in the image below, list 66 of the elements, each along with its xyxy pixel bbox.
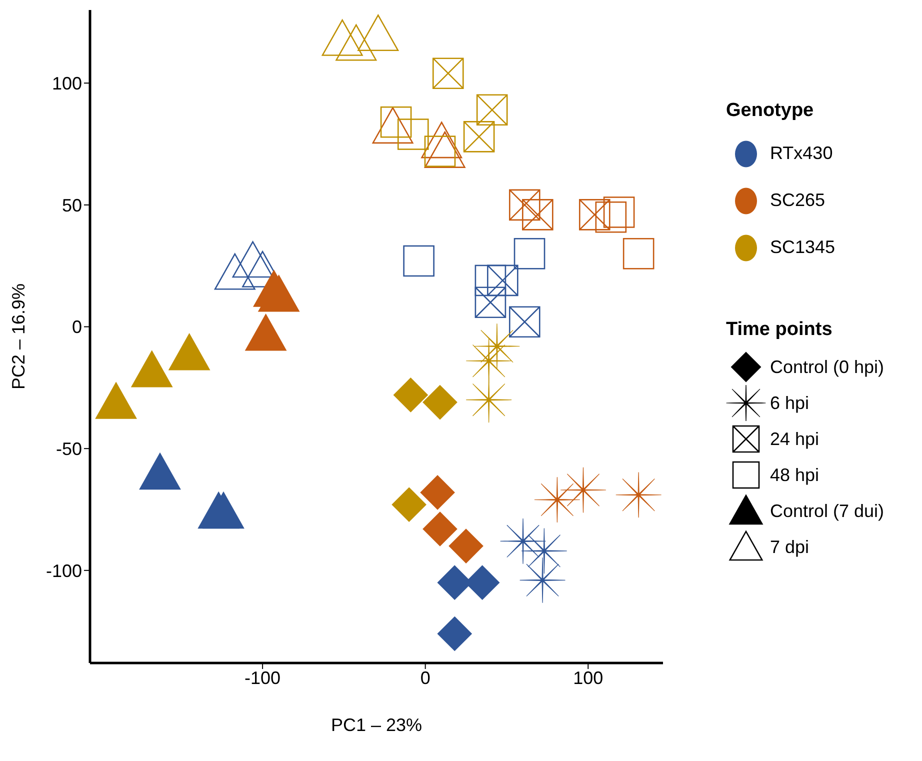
point <box>140 453 180 490</box>
point <box>258 275 300 312</box>
point <box>358 14 399 52</box>
point <box>520 557 566 603</box>
x-tick-label: 0 <box>420 668 430 688</box>
text: Time points <box>726 319 832 340</box>
y-tick-label: 100 <box>52 73 82 94</box>
point <box>432 58 464 89</box>
point <box>232 241 274 278</box>
point <box>245 314 286 351</box>
point <box>322 19 363 56</box>
y-tick-label: -100 <box>46 560 82 581</box>
point <box>372 107 414 144</box>
point <box>616 472 662 518</box>
point <box>403 245 434 277</box>
point <box>466 377 512 423</box>
point <box>578 199 610 230</box>
point <box>474 264 506 296</box>
point <box>595 201 627 233</box>
point <box>131 350 172 388</box>
point <box>424 131 466 168</box>
point <box>522 199 554 230</box>
text: SC265 <box>770 190 826 211</box>
point <box>508 189 540 221</box>
y-axis-title: PC2 – 16.9% <box>8 283 28 390</box>
text: 6 hpi <box>770 392 810 414</box>
point <box>521 528 567 574</box>
point <box>397 118 429 150</box>
x-tick-label: -100 <box>244 668 281 688</box>
point <box>463 121 495 152</box>
point <box>96 382 137 419</box>
point <box>476 94 508 126</box>
text: Genotype <box>726 100 814 121</box>
point <box>437 616 472 651</box>
text: 48 hpi <box>770 464 820 486</box>
point <box>603 196 635 228</box>
point <box>508 306 540 338</box>
point <box>474 286 506 318</box>
point <box>500 518 546 564</box>
text: SC1345 <box>770 237 836 258</box>
point <box>560 467 606 513</box>
point <box>448 528 484 564</box>
point <box>336 24 377 61</box>
text: 24 hpi <box>770 428 820 450</box>
point <box>392 487 426 522</box>
x-tick-label: 100 <box>573 668 604 688</box>
text: Control (7 dui) <box>770 500 884 522</box>
point <box>534 476 580 523</box>
point <box>394 378 428 412</box>
text: 7 dpi <box>770 536 810 558</box>
point <box>420 475 455 510</box>
point <box>474 323 520 370</box>
point <box>487 264 518 296</box>
y-tick-label: 0 <box>72 317 82 338</box>
point <box>168 334 210 370</box>
point <box>421 122 462 158</box>
point <box>514 238 546 270</box>
x-axis-title: PC1 – 23% <box>330 715 422 735</box>
text: RTx430 <box>770 143 833 164</box>
point <box>422 512 458 546</box>
point <box>422 385 458 420</box>
y-tick-label: -50 <box>56 438 82 459</box>
point <box>622 238 654 270</box>
y-tick-label: 50 <box>62 195 82 216</box>
point <box>214 253 256 290</box>
text: Control (0 hpi) <box>770 356 884 378</box>
